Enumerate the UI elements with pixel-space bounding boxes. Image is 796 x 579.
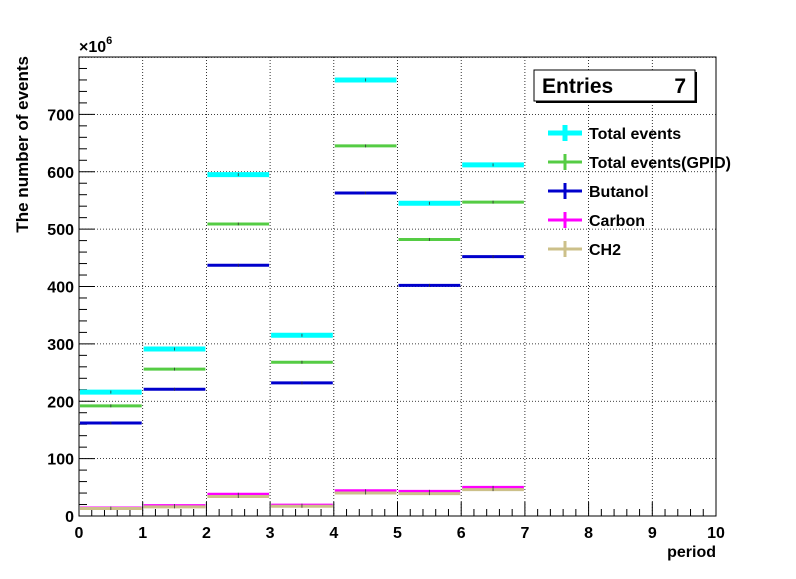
series [80,77,524,511]
y-tick-label: 0 [65,509,74,526]
legend-item: CH2 [548,241,621,259]
x-tick-label: 2 [202,525,211,542]
stats-entries-value: 7 [674,75,686,98]
legend-item: Total events [548,125,681,143]
stats-box: Entries 7 [533,69,697,103]
series-total-events-gpid [80,144,524,408]
x-axis-title: period [667,544,716,561]
y-tick-label: 200 [47,394,74,411]
x-tick-label: 0 [75,525,84,542]
legend-label: Total events(GPID) [589,155,731,172]
y-tick-label: 100 [47,452,74,469]
legend-label: Total events [589,126,681,143]
series-butanol [80,191,524,425]
y-tick-label: 300 [47,337,74,354]
y-exponent-label: ×106 [79,35,112,56]
axis-labels: period The number of events ×106 [13,35,716,561]
y-tick-label: 600 [47,165,74,182]
legend: Total events Total events(GPID) Butanol Car… [548,125,731,259]
x-tick-label: 1 [138,525,147,542]
x-tick-label: 7 [520,525,529,542]
y-tick-label: 500 [47,222,74,239]
y-tick-label: 700 [47,107,74,124]
y-tick-label: 400 [47,280,74,297]
legend-label: Carbon [589,213,645,230]
x-tick-label: 6 [457,525,466,542]
legend-item: Total events(GPID) [548,154,731,172]
series-ch2 [80,488,524,511]
legend-item: Carbon [548,212,645,230]
x-tick-label: 5 [393,525,402,542]
x-tick-label: 4 [329,525,338,542]
x-tick-label: 8 [584,525,593,542]
x-tick-label: 3 [266,525,275,542]
x-tick-label: 9 [648,525,657,542]
legend-label: Butanol [589,184,649,201]
x-tick-label: 10 [707,525,725,542]
legend-item: Butanol [548,183,649,201]
series-total-events [80,77,524,395]
legend-label: CH2 [589,242,621,259]
stats-entries-label: Entries [542,75,613,98]
y-axis-title: The number of events [13,56,32,233]
